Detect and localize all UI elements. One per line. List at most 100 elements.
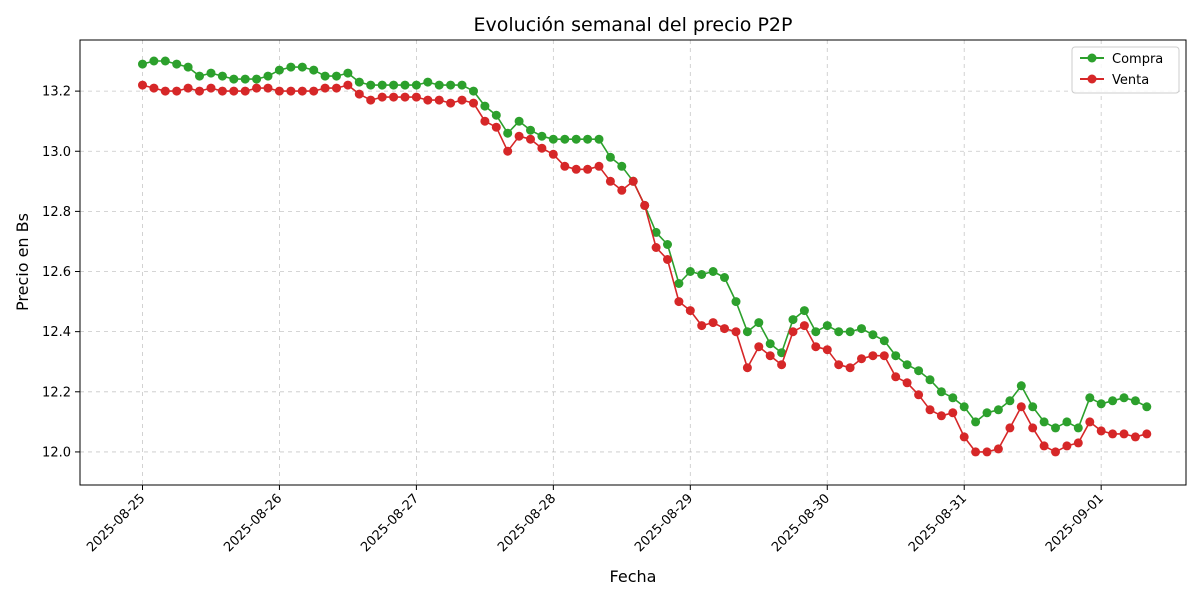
data-point-venta <box>297 86 307 96</box>
data-point-compra <box>274 65 284 75</box>
data-point-compra <box>788 315 798 325</box>
data-point-venta <box>948 408 958 418</box>
data-point-venta <box>663 255 672 264</box>
data-point-venta <box>503 146 513 156</box>
data-point-compra <box>206 68 216 78</box>
data-point-compra <box>343 68 353 78</box>
legend-venta-label: Venta <box>1112 73 1149 88</box>
data-point-venta <box>548 149 558 159</box>
data-point-compra <box>822 321 832 331</box>
data-point-compra <box>411 80 421 90</box>
y-tick-label: 12.4 <box>42 325 71 340</box>
data-point-venta <box>1085 417 1095 427</box>
data-point-compra <box>708 267 718 276</box>
data-point-venta <box>286 86 296 96</box>
data-point-venta <box>434 95 444 105</box>
data-point-venta <box>183 83 193 93</box>
data-point-compra <box>811 327 821 337</box>
data-point-compra <box>138 59 147 69</box>
data-point-venta <box>628 176 638 186</box>
data-point-compra <box>514 116 524 126</box>
data-point-venta <box>742 363 752 373</box>
data-point-venta <box>959 432 969 442</box>
data-point-compra <box>993 405 1003 415</box>
data-point-compra <box>1062 417 1072 427</box>
data-point-venta <box>320 83 330 93</box>
data-point-compra <box>982 408 992 418</box>
legend-compra-label: Compra <box>1112 52 1163 67</box>
y-tick-label: 13.0 <box>42 145 71 160</box>
data-point-compra <box>571 134 581 144</box>
data-point-venta <box>537 143 547 153</box>
y-axis: 12.0 12.2 12.4 12.6 12.8 13.0 13.2 <box>42 85 80 460</box>
data-point-compra <box>332 71 341 81</box>
data-point-compra <box>469 86 478 96</box>
series-compra <box>138 56 1152 433</box>
data-point-compra <box>1039 417 1049 427</box>
data-point-venta <box>1028 423 1038 433</box>
data-point-venta <box>377 92 387 102</box>
data-point-venta <box>674 297 684 307</box>
data-point-compra <box>583 134 593 144</box>
data-point-venta <box>799 321 809 331</box>
data-point-compra <box>857 324 866 334</box>
data-point-compra <box>263 71 273 81</box>
x-axis-title: Fecha <box>610 567 657 586</box>
data-point-compra <box>457 80 467 90</box>
data-point-compra <box>446 80 456 90</box>
data-point-venta <box>993 444 1003 454</box>
data-point-venta <box>925 405 935 415</box>
data-point-compra <box>149 56 159 66</box>
data-point-compra <box>366 80 376 90</box>
data-point-venta <box>1119 429 1129 439</box>
data-point-venta <box>480 116 490 126</box>
data-point-compra <box>1119 393 1129 403</box>
data-point-compra <box>594 134 604 144</box>
data-point-compra <box>1142 402 1152 412</box>
data-point-compra <box>1051 423 1060 433</box>
data-point-compra <box>1108 396 1118 406</box>
data-point-compra <box>183 62 193 72</box>
data-point-compra <box>160 56 170 66</box>
data-point-compra <box>423 77 433 87</box>
data-point-compra <box>731 297 741 307</box>
data-point-venta <box>640 200 650 210</box>
data-point-venta <box>1005 423 1015 433</box>
data-point-venta <box>982 447 992 457</box>
data-point-compra <box>480 101 490 111</box>
data-point-compra <box>617 161 627 171</box>
data-point-venta <box>229 86 239 96</box>
data-point-venta <box>446 98 456 108</box>
data-point-compra <box>777 348 787 358</box>
data-point-venta <box>389 92 399 102</box>
data-point-compra <box>252 74 262 84</box>
data-point-compra <box>891 351 901 361</box>
data-point-compra <box>845 327 855 337</box>
data-point-venta <box>560 161 570 171</box>
data-point-compra <box>560 134 570 144</box>
data-point-venta <box>217 86 227 96</box>
data-point-compra <box>491 110 501 120</box>
data-point-venta <box>1016 402 1026 412</box>
data-point-venta <box>879 351 889 361</box>
data-point-compra <box>742 327 752 337</box>
data-point-compra <box>377 80 387 90</box>
data-point-compra <box>948 393 958 403</box>
data-point-compra <box>309 65 319 75</box>
data-point-compra <box>765 339 775 349</box>
data-point-venta <box>332 83 341 93</box>
data-point-venta <box>400 92 410 102</box>
data-point-venta <box>206 83 216 93</box>
legend-venta-marker <box>1087 74 1097 84</box>
data-point-compra <box>1028 402 1038 412</box>
data-point-venta <box>411 92 421 102</box>
data-point-compra <box>925 375 935 385</box>
data-point-venta <box>514 131 524 141</box>
data-point-venta <box>834 360 844 370</box>
data-point-compra <box>936 387 946 397</box>
data-point-venta <box>1062 441 1072 451</box>
data-point-venta <box>1051 447 1060 457</box>
data-point-venta <box>457 95 467 105</box>
